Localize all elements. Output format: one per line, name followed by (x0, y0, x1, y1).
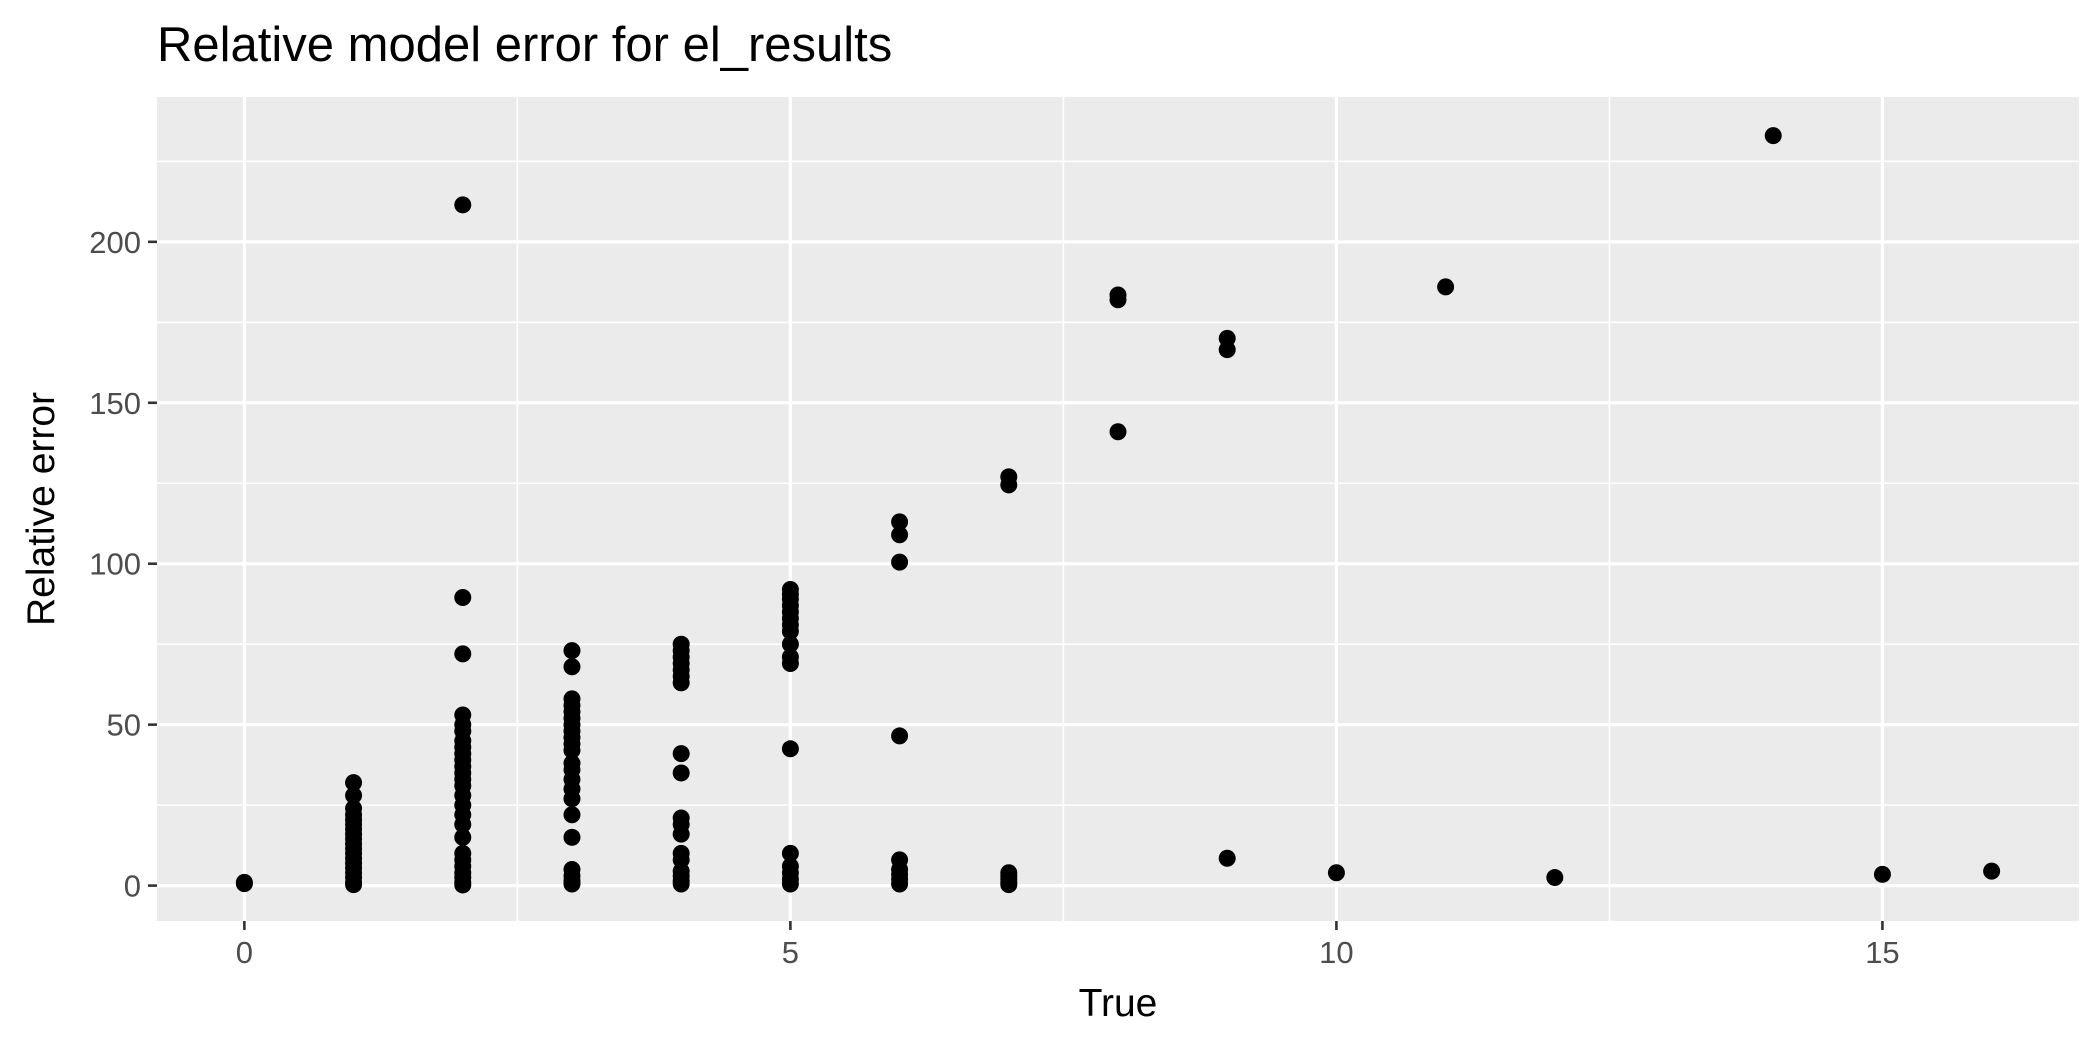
data-point (1109, 423, 1127, 441)
x-tick-label: 5 (782, 935, 799, 970)
data-point (891, 851, 909, 869)
data-point (1764, 127, 1782, 145)
data-point (345, 786, 363, 804)
data-point (454, 844, 472, 862)
data-point (1218, 329, 1236, 347)
data-point (1218, 849, 1236, 867)
data-point (781, 740, 799, 758)
data-point (781, 857, 799, 875)
data-points (235, 127, 2001, 894)
data-point (454, 645, 472, 663)
data-point (891, 526, 909, 544)
plot-panel (157, 97, 2079, 921)
y-tick-label: 200 (89, 225, 141, 260)
y-axis-tick-labels: 0 50 100 150 200 (89, 225, 141, 904)
data-point (672, 809, 690, 827)
y-tick-label: 50 (107, 708, 141, 743)
data-point (563, 642, 581, 660)
data-point (672, 844, 690, 862)
data-point (1983, 862, 2001, 880)
data-point (781, 844, 799, 862)
data-point (781, 648, 799, 666)
y-tick-label: 150 (89, 386, 141, 421)
data-point (563, 690, 581, 708)
data-point (563, 754, 581, 772)
data-point (891, 553, 909, 571)
data-point (891, 513, 909, 531)
data-point (563, 658, 581, 676)
data-point (1000, 468, 1018, 486)
y-tick-label: 0 (124, 869, 141, 904)
data-point (235, 873, 253, 891)
y-tick-label: 100 (89, 547, 141, 582)
data-point (1327, 864, 1345, 882)
x-tick-label: 15 (1865, 935, 1899, 970)
data-point (891, 727, 909, 745)
data-point (672, 745, 690, 763)
data-point (781, 580, 799, 598)
x-axis-tick-labels: 0 5 10 15 (236, 935, 1900, 970)
data-point (1437, 278, 1455, 296)
y-axis-title: Relative error (20, 392, 63, 626)
data-point (454, 196, 472, 214)
data-point (563, 861, 581, 878)
data-point (454, 706, 472, 724)
minor-gridlines (157, 97, 2079, 921)
data-point (454, 828, 472, 846)
data-point (781, 635, 799, 653)
data-point (345, 774, 363, 792)
data-point (1546, 869, 1564, 887)
data-point (672, 635, 690, 653)
data-point (1109, 286, 1127, 304)
data-point (563, 828, 581, 846)
chart-title: Relative model error for el_results (157, 18, 892, 72)
data-point (454, 589, 472, 607)
x-tick-label: 10 (1319, 935, 1353, 970)
x-tick-label: 0 (236, 935, 253, 970)
data-point (672, 764, 690, 782)
major-gridlines (157, 97, 2079, 921)
data-point (563, 806, 581, 824)
data-point (1000, 864, 1018, 882)
x-axis-title: True (1079, 982, 1158, 1025)
data-point (345, 799, 363, 817)
axis-tick-marks (148, 240, 1884, 930)
data-point (1873, 865, 1891, 883)
